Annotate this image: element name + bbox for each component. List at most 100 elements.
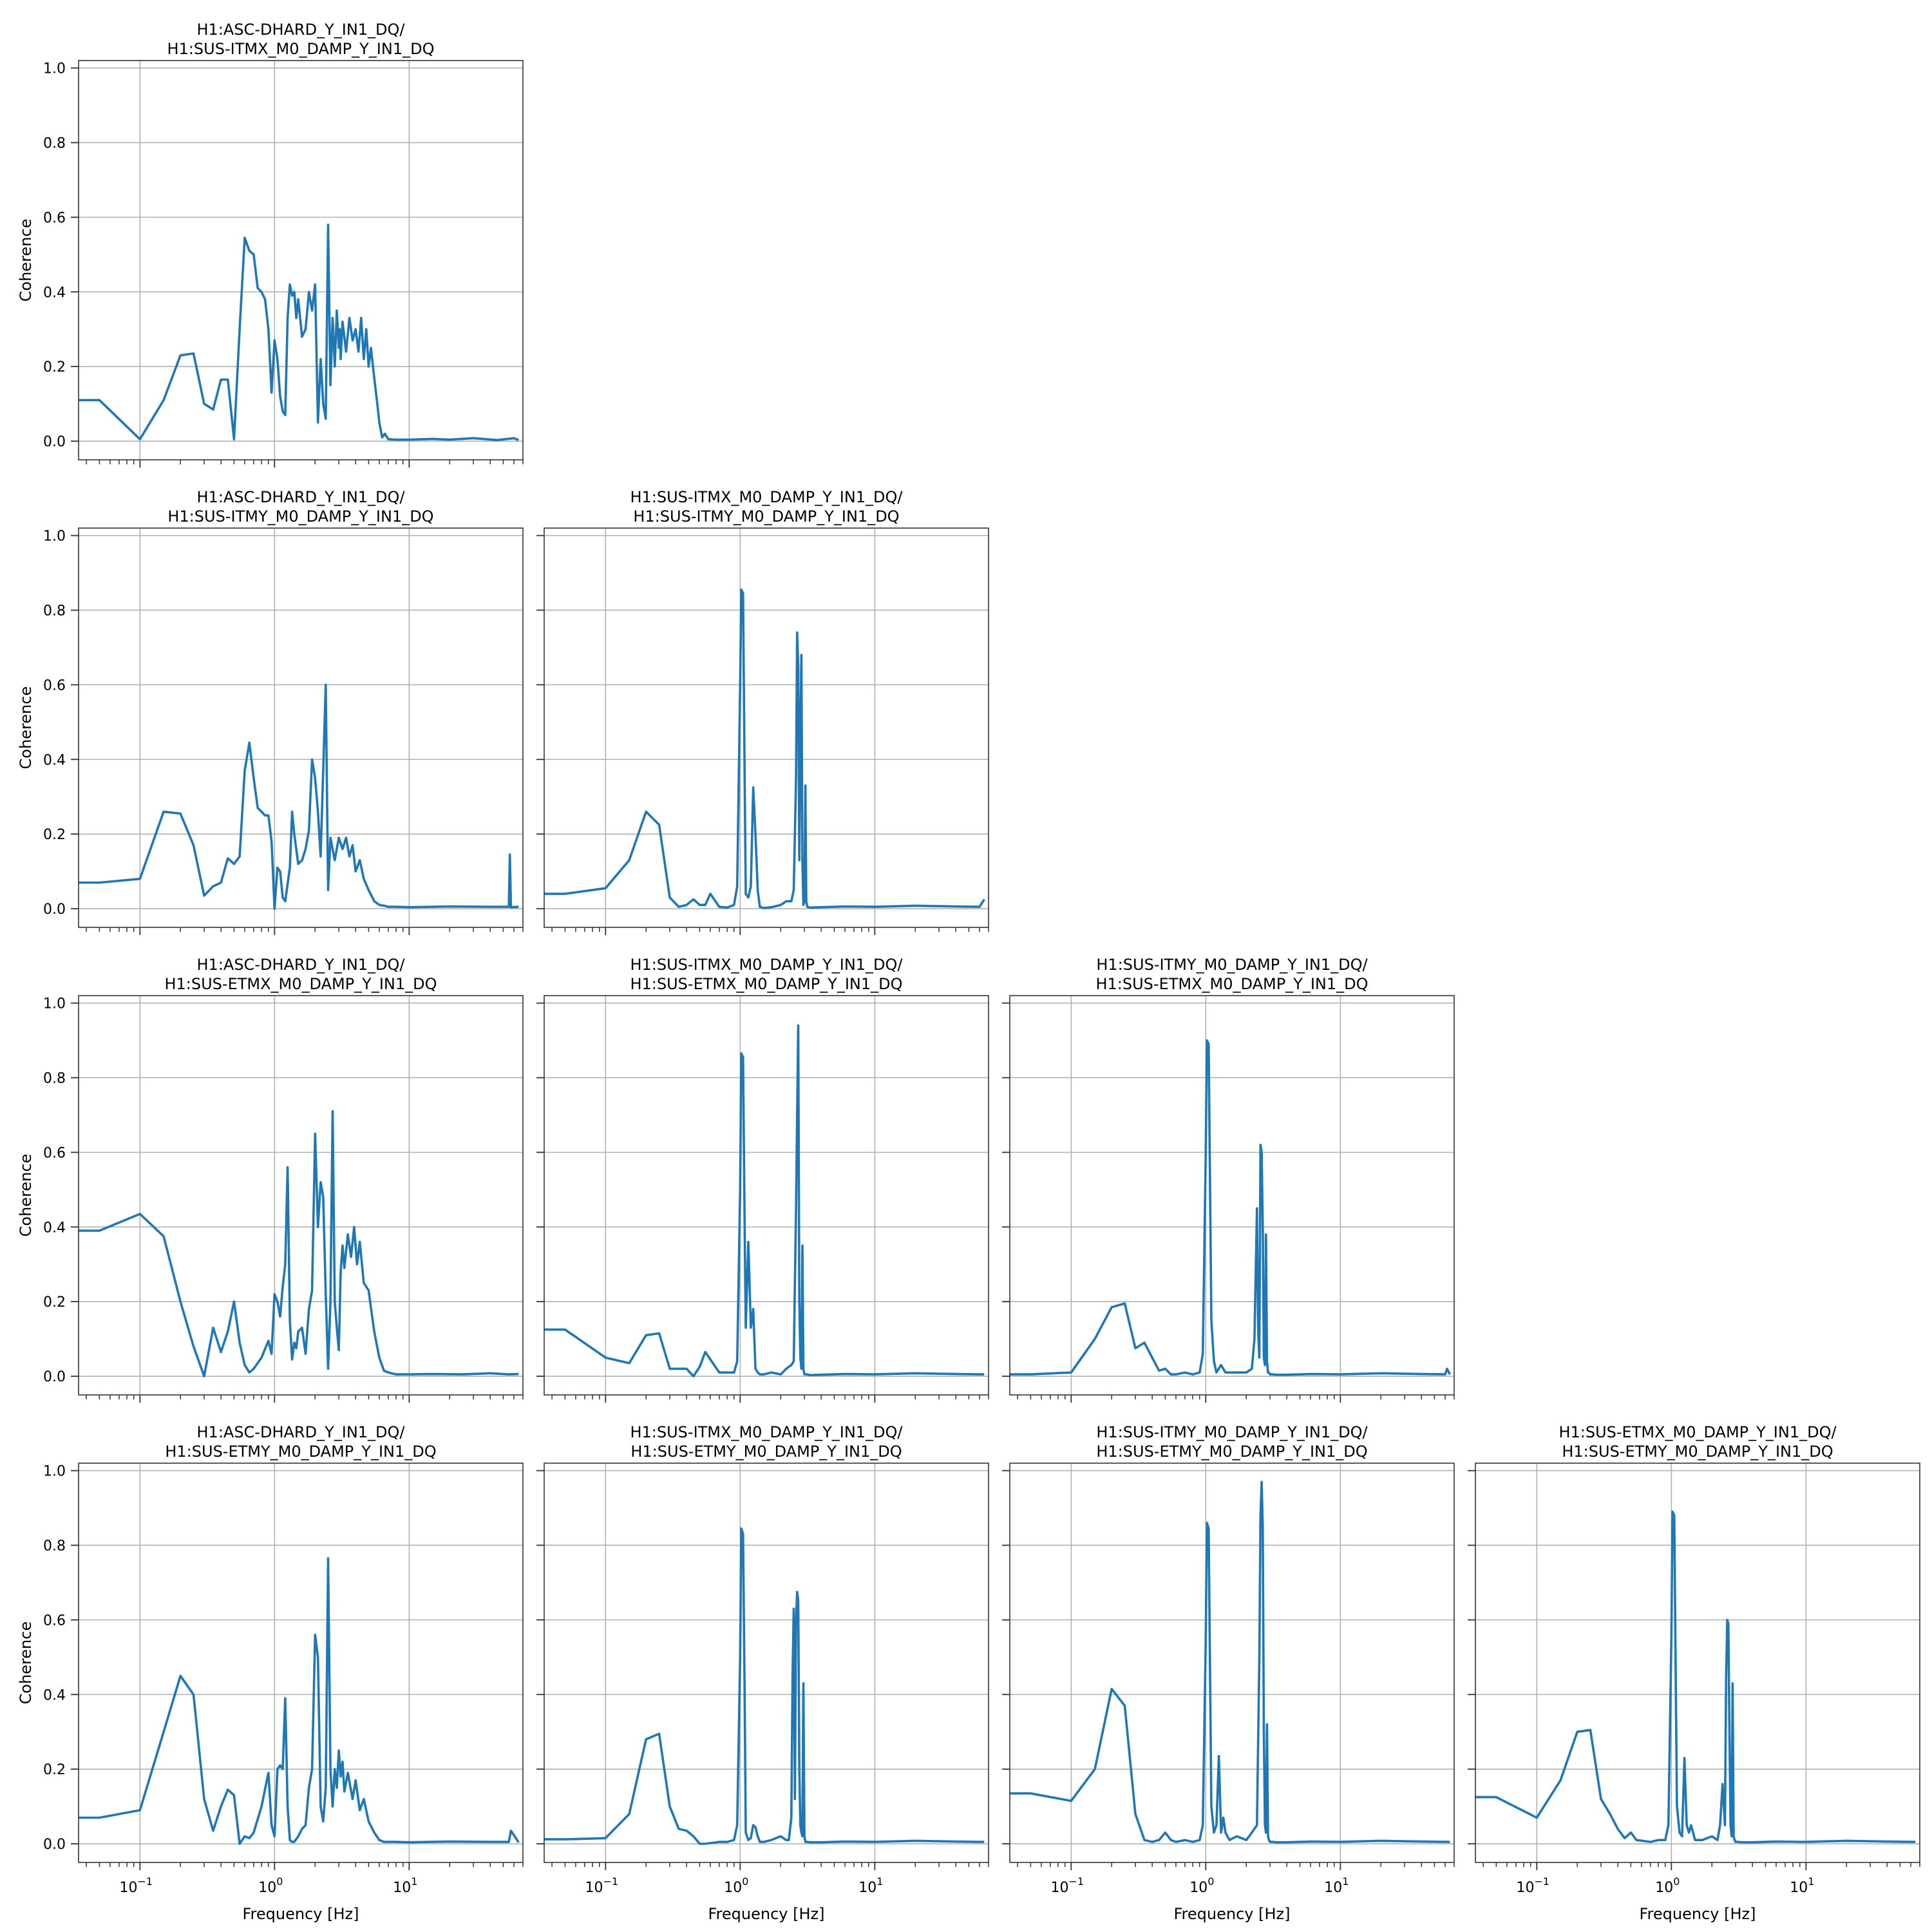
subplot-title-line1: H1:ASC-DHARD_Y_IN1_DQ/ bbox=[197, 956, 406, 974]
y-tick-label: 0.6 bbox=[43, 210, 66, 226]
x-tick-label: 100 bbox=[1189, 1875, 1214, 1896]
x-tick-label: 10−1 bbox=[585, 1875, 619, 1896]
x-tick-label: 101 bbox=[1324, 1875, 1349, 1896]
coherence-series-line bbox=[544, 588, 985, 909]
y-tick-label: 0.4 bbox=[43, 285, 66, 301]
axes-frame bbox=[1009, 995, 1455, 1396]
axes-frame bbox=[544, 1463, 989, 1863]
subplot-title-line1: H1:SUS-ITMX_M0_DAMP_Y_IN1_DQ/ bbox=[630, 488, 903, 506]
coherence-series-line bbox=[79, 223, 519, 442]
y-tick-label: 0.2 bbox=[43, 1294, 66, 1311]
subplot-0-0: 0.0 0.2 0.4 0.6 0.8 1.0 H1:ASC-DHARD_Y_IN1_DQ/… bbox=[17, 21, 524, 468]
subplot-title-line1: H1:ASC-DHARD_Y_IN1_DQ/ bbox=[197, 1423, 406, 1441]
subplot-title-line2: H1:SUS-ETMY_M0_DAMP_Y_IN1_DQ bbox=[165, 1443, 436, 1461]
subplot-2-0: 0.0 0.2 0.4 0.6 0.8 1.0 H1:ASC-DHARD_Y_IN1_DQ/… bbox=[17, 956, 524, 1403]
coherence-series-line bbox=[1475, 1510, 1916, 1844]
coherence-series-line bbox=[544, 1024, 985, 1378]
x-tick-label: 10−1 bbox=[1517, 1875, 1550, 1896]
coherence-series-line bbox=[1010, 1039, 1451, 1376]
subplot-title-line1: H1:SUS-ITMX_M0_DAMP_Y_IN1_DQ/ bbox=[630, 956, 903, 974]
plot-area bbox=[79, 996, 523, 1395]
axes-frame bbox=[1475, 1463, 1920, 1863]
subplot-title-line2: H1:SUS-ETMX_M0_DAMP_Y_IN1_DQ bbox=[1095, 975, 1368, 993]
y-tick-label: 0.2 bbox=[43, 827, 66, 843]
x-axis-label: Frequency [Hz] bbox=[1640, 1905, 1756, 1923]
x-axis-label: Frequency [Hz] bbox=[243, 1905, 359, 1923]
y-tick-label: 0.2 bbox=[43, 359, 66, 375]
y-tick-label: 0.4 bbox=[43, 1220, 66, 1236]
coherence-series-line bbox=[1010, 1481, 1450, 1844]
plot-area bbox=[1010, 1463, 1454, 1862]
y-tick-label: 0.6 bbox=[43, 677, 66, 694]
subplot-1-1: H1:SUS-ITMX_M0_DAMP_Y_IN1_DQ/H1:SUS-ITMY… bbox=[536, 488, 989, 935]
y-tick-label: 1.0 bbox=[43, 529, 66, 545]
x-axis-label: Frequency [Hz] bbox=[708, 1905, 825, 1923]
coherence-series-line bbox=[79, 1110, 519, 1378]
plot-area bbox=[79, 528, 523, 927]
y-tick-label: 0.2 bbox=[43, 1762, 66, 1778]
plot-area bbox=[79, 1463, 523, 1862]
plot-area bbox=[544, 1463, 989, 1862]
subplot-2-1: H1:SUS-ITMX_M0_DAMP_Y_IN1_DQ/H1:SUS-ETMX… bbox=[536, 956, 989, 1403]
subplot-title-line1: H1:ASC-DHARD_Y_IN1_DQ/ bbox=[197, 488, 406, 506]
axes-frame bbox=[1009, 1463, 1455, 1863]
x-tick-label: 10−1 bbox=[120, 1875, 153, 1896]
axes-frame bbox=[78, 527, 524, 928]
subplot-title-line1: H1:SUS-ITMY_M0_DAMP_Y_IN1_DQ/ bbox=[1096, 1423, 1368, 1441]
y-tick-label: 0.8 bbox=[43, 1538, 66, 1554]
coherence-series-line bbox=[544, 1527, 985, 1845]
x-tick-label: 101 bbox=[1790, 1875, 1814, 1896]
axes-frame bbox=[544, 995, 989, 1396]
x-axis-label: Frequency [Hz] bbox=[1174, 1905, 1291, 1923]
y-tick-label: 0.0 bbox=[43, 902, 66, 918]
subplot-title-line2: H1:SUS-ETMY_M0_DAMP_Y_IN1_DQ bbox=[1562, 1443, 1833, 1461]
plot-area bbox=[1010, 996, 1454, 1395]
plot-area bbox=[544, 528, 989, 927]
y-tick-label: 0.4 bbox=[43, 1687, 66, 1703]
axes-frame bbox=[78, 60, 524, 460]
y-tick-label: 0.8 bbox=[43, 603, 66, 619]
coherence-series-line bbox=[79, 683, 519, 910]
subplot-3-0: 10−1 100 101 0.0 0.2 0.4 0.6 0.8 1.0 H1:ASC-DHARD… bbox=[17, 1423, 524, 1923]
y-tick-label: 0.8 bbox=[43, 135, 66, 151]
coherence-series-line bbox=[79, 1557, 520, 1845]
axes-frame bbox=[544, 527, 989, 928]
subplot-title-line2: H1:SUS-ETMX_M0_DAMP_Y_IN1_DQ bbox=[164, 975, 437, 993]
plot-area bbox=[544, 996, 989, 1395]
y-tick-label: 0.6 bbox=[43, 1145, 66, 1161]
subplot-2-2: H1:SUS-ITMY_M0_DAMP_Y_IN1_DQ/H1:SUS-ETMX… bbox=[1002, 956, 1455, 1403]
y-tick-label: 0.4 bbox=[43, 752, 66, 768]
y-axis-label: Coherence bbox=[17, 1622, 35, 1705]
x-tick-label: 101 bbox=[858, 1875, 883, 1896]
y-axis-label: Coherence bbox=[17, 1154, 35, 1237]
subplot-3-2: 10−1 100 101 H1:SUS-ITMY_M0_DAMP_Y_IN1_DQ/H… bbox=[1002, 1423, 1455, 1923]
y-tick-label: 0.6 bbox=[43, 1613, 66, 1629]
x-tick-label: 100 bbox=[1655, 1875, 1680, 1896]
y-axis-label: Coherence bbox=[17, 687, 35, 770]
axes-frame bbox=[78, 1463, 524, 1863]
x-tick-label: 100 bbox=[724, 1875, 748, 1896]
subplot-1-0: 0.0 0.2 0.4 0.6 0.8 1.0 H1:ASC-DHARD_Y_IN1_DQ/… bbox=[17, 488, 524, 935]
x-tick-label: 101 bbox=[393, 1875, 417, 1896]
subplot-title-line2: H1:SUS-ETMX_M0_DAMP_Y_IN1_DQ bbox=[630, 975, 902, 993]
y-axis-label: Coherence bbox=[17, 219, 35, 302]
subplot-title-line1: H1:ASC-DHARD_Y_IN1_DQ/ bbox=[197, 21, 406, 39]
subplot-title-line2: H1:SUS-ITMY_M0_DAMP_Y_IN1_DQ bbox=[167, 507, 433, 526]
subplot-title-line2: H1:SUS-ITMX_M0_DAMP_Y_IN1_DQ bbox=[167, 40, 435, 58]
y-tick-label: 0.0 bbox=[43, 434, 66, 450]
subplot-title-line1: H1:SUS-ITMX_M0_DAMP_Y_IN1_DQ/ bbox=[630, 1423, 903, 1441]
subplot-title-line2: H1:SUS-ETMY_M0_DAMP_Y_IN1_DQ bbox=[630, 1443, 902, 1461]
axes-frame bbox=[78, 995, 524, 1396]
y-tick-label: 0.0 bbox=[43, 1837, 66, 1853]
y-tick-label: 0.8 bbox=[43, 1070, 66, 1086]
subplot-3-3: 10−1 100 101 H1:SUS-ETMX_M0_DAMP_Y_IN1_DQ/H… bbox=[1468, 1423, 1920, 1923]
plot-area bbox=[79, 61, 523, 460]
x-tick-label: 10−1 bbox=[1051, 1875, 1084, 1896]
subplot-title-line1: H1:SUS-ITMY_M0_DAMP_Y_IN1_DQ/ bbox=[1096, 956, 1368, 974]
subplot-3-1: 10−1 100 101 H1:SUS-ITMX_M0_DAMP_Y_IN1_DQ/H… bbox=[536, 1423, 989, 1923]
plot-area bbox=[1475, 1463, 1920, 1862]
y-tick-label: 1.0 bbox=[43, 61, 66, 77]
subplot-title-line1: H1:SUS-ETMX_M0_DAMP_Y_IN1_DQ/ bbox=[1558, 1423, 1837, 1441]
subplot-title-line2: H1:SUS-ETMY_M0_DAMP_Y_IN1_DQ bbox=[1096, 1443, 1367, 1461]
